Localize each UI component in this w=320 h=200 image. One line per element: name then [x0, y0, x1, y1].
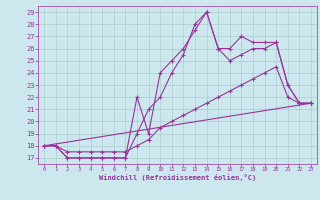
X-axis label: Windchill (Refroidissement éolien,°C): Windchill (Refroidissement éolien,°C) [99, 174, 256, 181]
